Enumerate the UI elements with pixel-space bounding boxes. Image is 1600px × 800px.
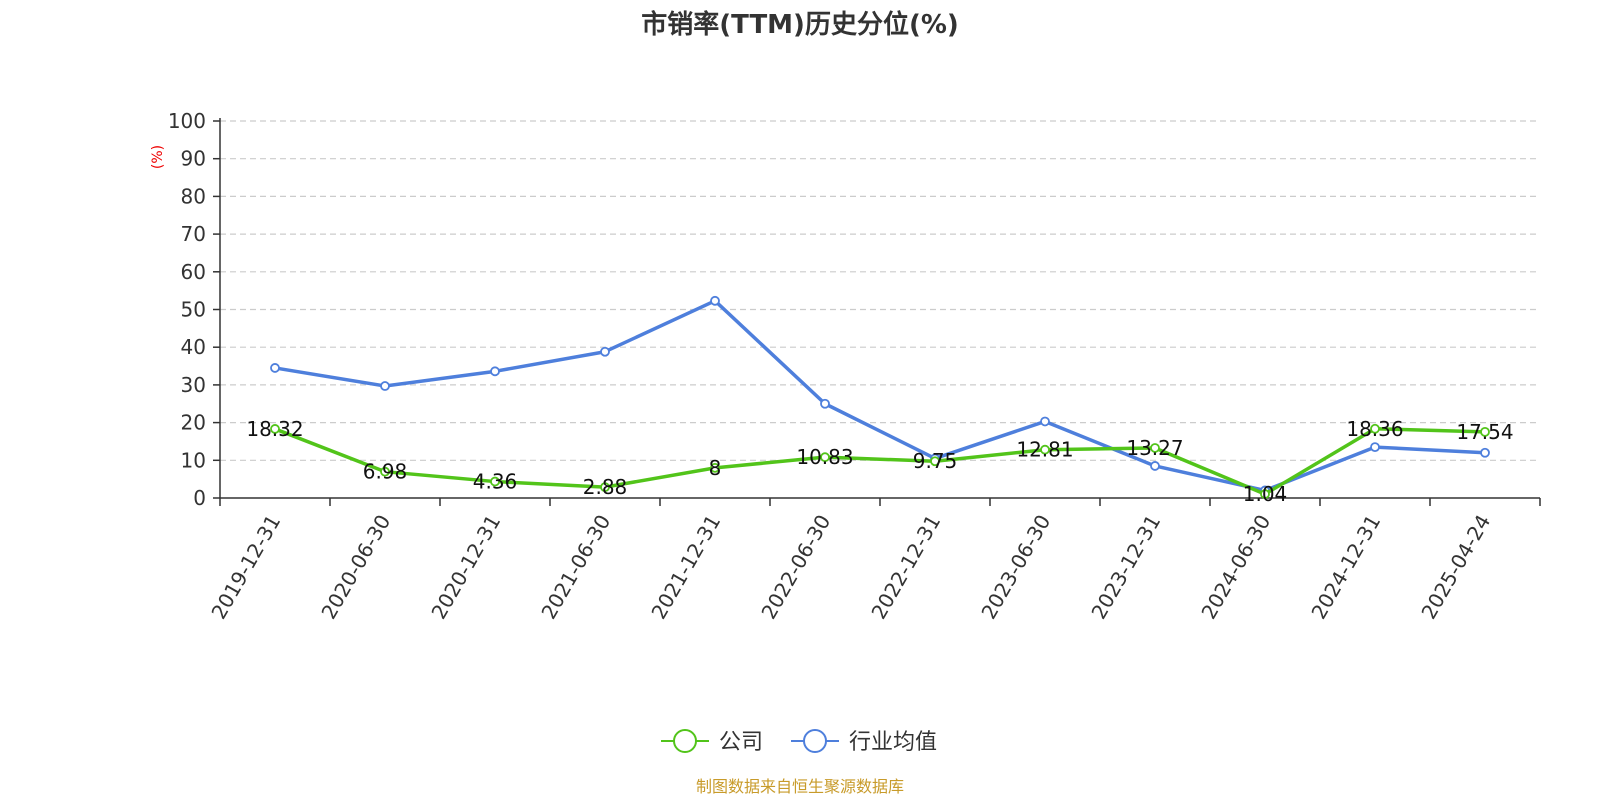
x-tick-label: 2022-12-31	[866, 511, 945, 624]
y-tick-label: 100	[168, 109, 206, 133]
data-point	[380, 466, 390, 477]
legend-item-0[interactable]: 公司	[661, 729, 763, 755]
data-label: 2.88	[583, 475, 628, 499]
x-tick-label: 2020-06-30	[316, 511, 395, 624]
y-tick-label: 0	[193, 486, 206, 510]
data-point	[820, 398, 830, 409]
data-label: 4.36	[473, 470, 518, 494]
legend-marker	[803, 729, 827, 753]
data-label: 9.75	[913, 449, 958, 473]
y-tick-label: 70	[181, 222, 206, 246]
data-point	[270, 363, 280, 373]
data-point	[490, 476, 500, 487]
data-point	[710, 295, 720, 306]
x-tick-label: 2019-12-31	[206, 511, 285, 624]
y-tick-label: 90	[181, 147, 206, 171]
y-tick-label: 20	[181, 411, 206, 435]
data-point	[1040, 416, 1050, 427]
data-point	[820, 452, 830, 463]
data-point	[1260, 489, 1270, 499]
y-tick-label: 60	[181, 260, 206, 284]
x-tick-label: 2021-06-30	[536, 511, 615, 624]
x-tick-label: 2025-04-24	[1416, 511, 1495, 624]
x-tick-label: 2023-12-31	[1086, 511, 1165, 624]
y-tick-label: 10	[181, 448, 206, 472]
data-label: 18.36	[1346, 417, 1403, 441]
data-point	[710, 462, 720, 473]
data-point	[600, 482, 610, 493]
legend-marker	[673, 729, 697, 753]
data-point	[1040, 444, 1050, 455]
series-line-1	[274, 299, 1486, 493]
data-point	[270, 424, 280, 434]
x-tick-label: 2020-12-31	[426, 511, 505, 624]
legend-label: 公司	[719, 730, 763, 755]
source-note: 制图数据来自恒生聚源数据库	[696, 777, 904, 796]
data-point	[930, 456, 940, 467]
data-label: 17.54	[1456, 420, 1513, 444]
axes: 0 10 20 30 40 50 60 70 80 90 100 2019-12-31 2020-06-…	[168, 109, 1541, 624]
data-labels: 18.32 6.98 4.36 2.88 8 10.83 9.75 12.81 13.27 1.0…	[246, 417, 1513, 506]
data-label: 6.98	[363, 460, 408, 484]
data-point	[1150, 443, 1160, 453]
data-label: 18.32	[246, 417, 303, 441]
grid-lines	[220, 120, 1540, 461]
data-point	[1150, 461, 1160, 471]
y-tick-label: 50	[181, 298, 206, 322]
data-point	[1480, 447, 1490, 458]
x-tick-label: 2022-06-30	[756, 511, 835, 624]
x-tick-label: 2021-12-31	[646, 511, 725, 624]
x-tick-label: 2023-06-30	[976, 511, 1055, 624]
data-point	[1370, 442, 1380, 453]
y-tick-label: 40	[181, 335, 206, 359]
data-label: 1.04	[1243, 482, 1288, 506]
data-label: 12.81	[1016, 438, 1073, 462]
series-line-0	[274, 427, 1486, 496]
data-label: 13.27	[1126, 436, 1183, 460]
legend-label: 行业均值	[849, 730, 937, 755]
y-tick-label: 80	[181, 184, 206, 208]
y-tick-label: 30	[181, 373, 206, 397]
data-point	[490, 366, 500, 377]
data-point	[1480, 426, 1490, 437]
data-point	[380, 381, 390, 391]
series-layer	[270, 295, 1490, 499]
data-point	[600, 346, 610, 357]
legend-item-1[interactable]: 行业均值	[791, 729, 937, 755]
x-tick-label: 2024-12-31	[1306, 511, 1385, 624]
x-tick-label: 2024-06-30	[1196, 511, 1275, 624]
y-axis-label: (%)	[150, 145, 166, 169]
chart-title: 市销率(TTM)历史分位(%)	[641, 9, 959, 40]
data-point	[1370, 423, 1380, 434]
data-label: 8	[709, 456, 722, 480]
legend[interactable]: 公司 行业均值	[661, 729, 937, 755]
data-label: 10.83	[796, 445, 853, 469]
